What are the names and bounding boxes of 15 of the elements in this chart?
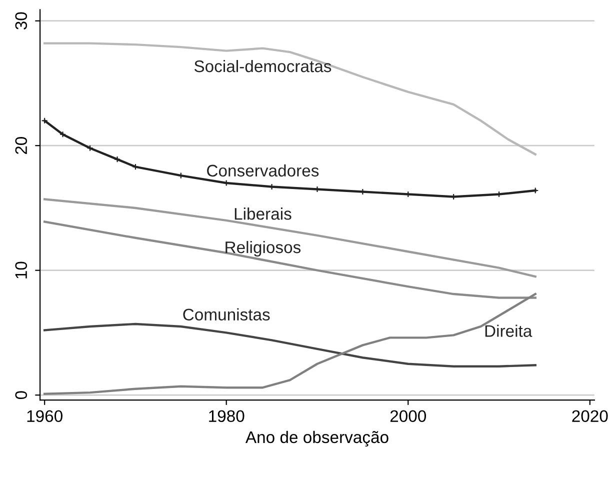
series-label: Conservadores xyxy=(207,164,319,177)
x-tick-label: 2000 xyxy=(390,410,426,422)
y-tick-label: 30 xyxy=(15,12,28,30)
x-tick-label: 1960 xyxy=(27,410,62,422)
y-tick-label: 10 xyxy=(15,262,28,278)
series-label: Religiosos xyxy=(226,240,301,257)
series-label: Comunistas xyxy=(183,308,270,321)
series-label: Liberais xyxy=(234,208,292,220)
y-tick-label: 20 xyxy=(15,136,28,154)
x-tick-label: 1980 xyxy=(209,410,244,422)
series-label: Social-democratas xyxy=(194,60,332,72)
x-tick-label: 2020 xyxy=(572,410,608,422)
series-label: Direita xyxy=(485,324,532,337)
x-axis-title: Ano de observação xyxy=(245,430,388,446)
y-tick-label: 0 xyxy=(15,391,28,400)
